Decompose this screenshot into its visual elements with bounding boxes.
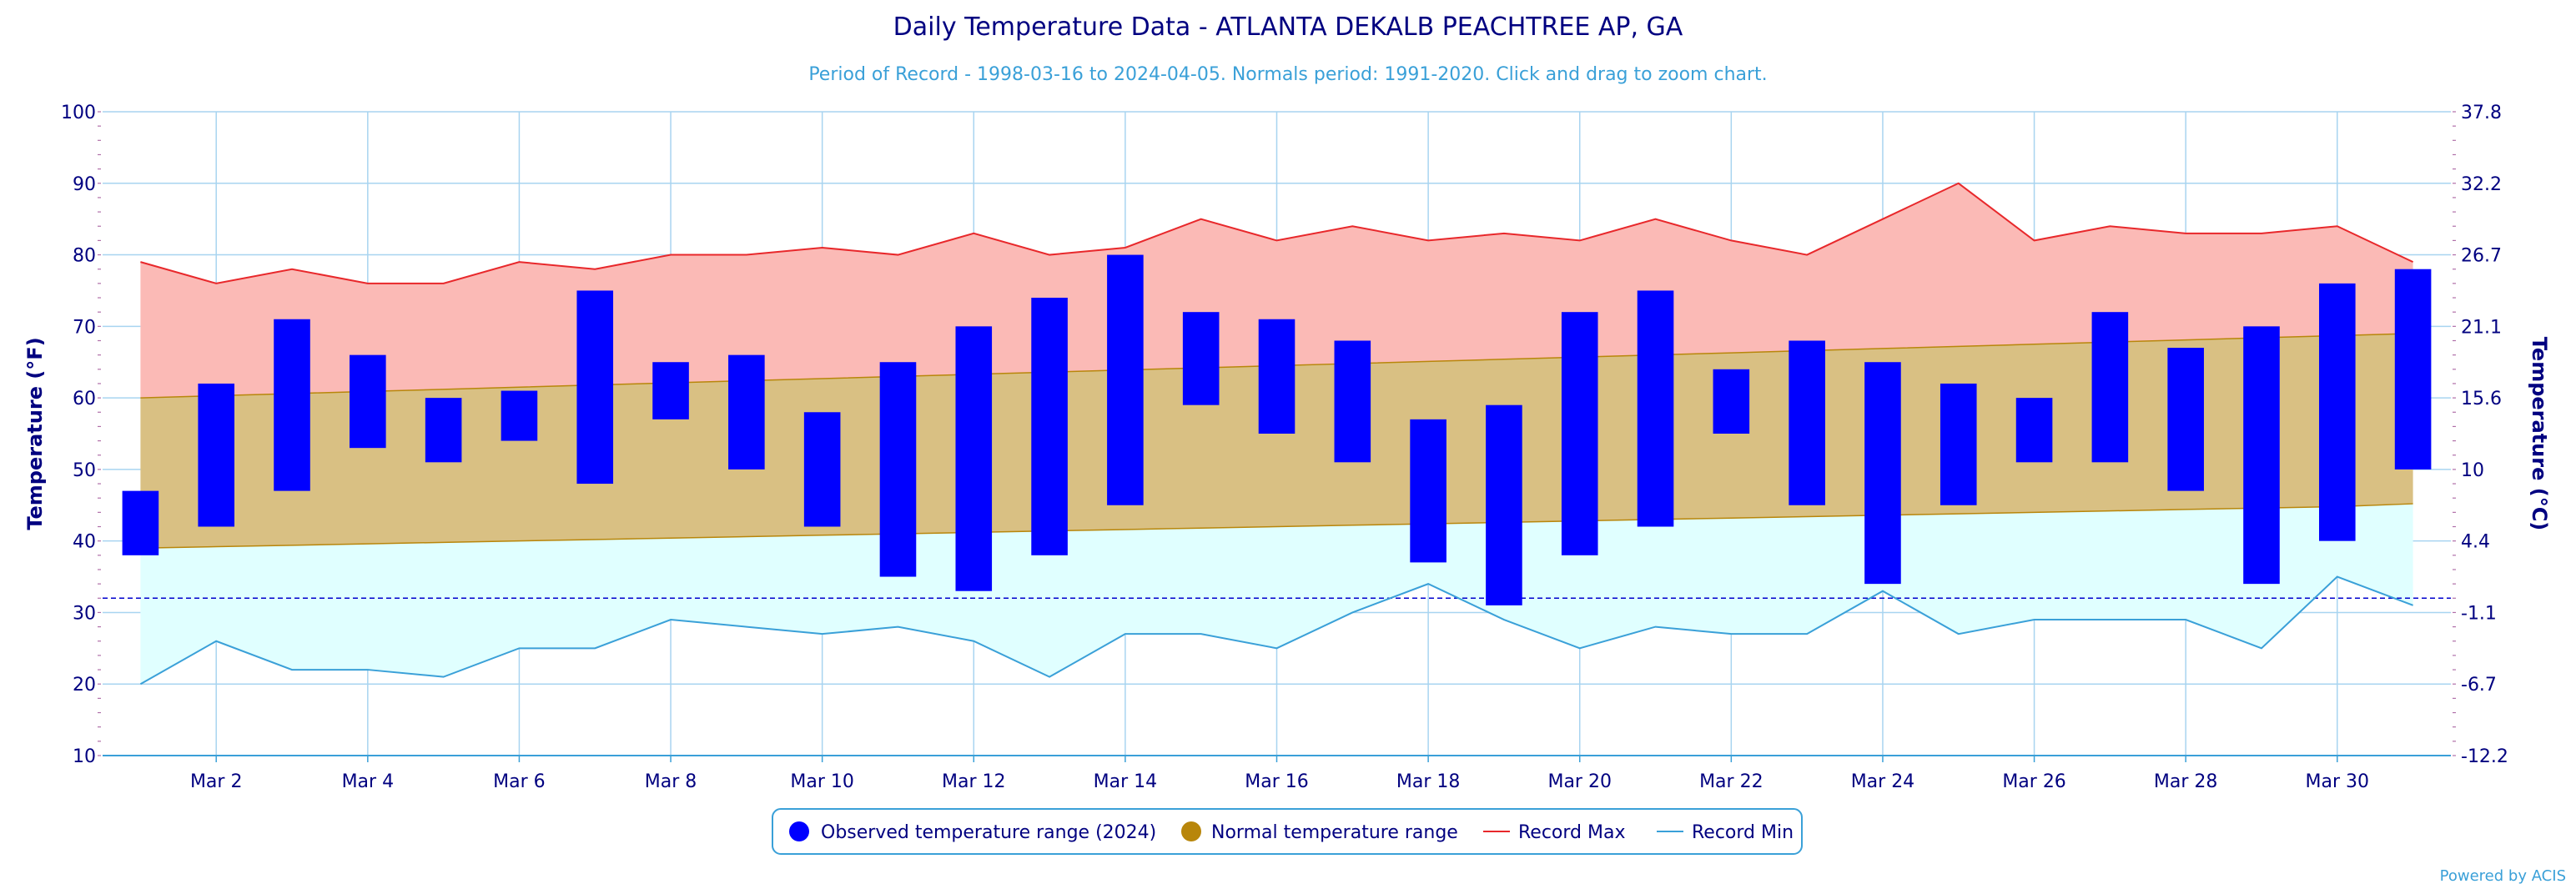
legend-label-record-max: Record Max [1518, 822, 1626, 843]
legend-box [772, 808, 1803, 855]
observed-bar[interactable] [1486, 404, 1522, 605]
y-tick-label-right: 32.2 [2461, 174, 2502, 195]
x-tick-label: Mar 8 [645, 771, 697, 792]
legend-label-normal: Normal temperature range [1211, 822, 1458, 843]
x-tick-label: Mar 14 [1094, 771, 1158, 792]
observed-bar[interactable] [1561, 312, 1598, 555]
observed-bar[interactable] [576, 290, 614, 485]
y-tick-label-left: 20 [73, 675, 96, 696]
y-tick-label-right: -12.2 [2461, 746, 2508, 767]
observed-bar[interactable] [1864, 362, 1901, 585]
x-tick-label: Mar 16 [1245, 771, 1309, 792]
observed-bar[interactable] [803, 412, 841, 527]
legend-item-record-max[interactable]: Record Max [1483, 822, 1626, 843]
y-axis-right: -12.2 -6.7 -1.1 4.4 10 15.6 21.1 26.7 32.2 37.8 [2453, 103, 2508, 767]
y-axis-title-right: Temperature (°C) [2528, 337, 2551, 531]
observed-bar[interactable] [274, 319, 310, 491]
x-tick-label: Mar 20 [1547, 771, 1612, 792]
observed-bar[interactable] [198, 383, 235, 527]
y-tick-label-right: 37.8 [2461, 103, 2502, 123]
observed-bar[interactable] [728, 354, 765, 470]
x-tick-label: Mar 26 [2002, 771, 2066, 792]
legend-item-observed[interactable]: Observed temperature range (2024) [789, 821, 1156, 843]
observed-bar[interactable] [1258, 319, 1296, 434]
x-tick-label: Mar 2 [190, 771, 243, 792]
observed-bar[interactable] [1637, 290, 1674, 527]
observed-bar[interactable] [1031, 298, 1068, 555]
observed-bar[interactable] [1940, 383, 1977, 505]
chart-subtitle: Period of Record - 1998-03-16 to 2024-04… [808, 64, 1767, 85]
y-tick-label-left: 30 [73, 603, 96, 624]
x-tick-label: Mar 28 [2154, 771, 2218, 792]
observed-bar[interactable] [1713, 369, 1750, 434]
observed-bar[interactable] [2091, 312, 2129, 463]
observed-bar[interactable] [955, 326, 993, 591]
y-tick-label-left: 60 [73, 389, 96, 409]
observed-bar[interactable] [2394, 269, 2432, 470]
x-tick-label: Mar 4 [342, 771, 395, 792]
observed-bar[interactable] [652, 362, 689, 419]
y-axis-left: 10 20 30 40 50 60 70 80 90 100 [61, 103, 101, 767]
observed-bar[interactable] [122, 490, 159, 555]
plot-area[interactable] [103, 111, 2451, 756]
y-axis-title-left: Temperature (°F) [23, 337, 47, 530]
observed-bar[interactable] [1410, 419, 1446, 563]
observed-bar[interactable] [2167, 348, 2204, 491]
y-tick-label-right: 4.4 [2461, 532, 2490, 553]
observed-bar[interactable] [2318, 283, 2356, 541]
y-tick-label-right: 21.1 [2461, 317, 2502, 338]
credit-link[interactable]: Powered by ACIS [2440, 867, 2566, 885]
x-axis: Mar 2 Mar 4 Mar 6 Mar 8 Mar 10 Mar 12 Mar 14 Ma… [103, 755, 2451, 792]
y-tick-label-left: 80 [73, 246, 96, 267]
y-tick-label-left: 100 [61, 103, 96, 123]
legend[interactable]: Observed temperature range (2024) Normal… [772, 808, 1803, 855]
observed-bar[interactable] [1789, 340, 1825, 505]
y-tick-label-left: 70 [73, 317, 96, 338]
observed-bar[interactable] [501, 390, 538, 441]
observed-bar[interactable] [1107, 254, 1144, 505]
legend-label-observed: Observed temperature range (2024) [821, 822, 1156, 843]
y-tick-label-right: 15.6 [2461, 389, 2502, 409]
y-tick-label-right: -1.1 [2461, 603, 2497, 624]
y-tick-label-left: 10 [73, 746, 96, 767]
y-tick-label-right: 10 [2461, 460, 2484, 481]
normal-min-line [140, 503, 2413, 549]
legend-dot-observed [789, 821, 809, 841]
x-tick-label: Mar 30 [2306, 771, 2370, 792]
observed-bar[interactable] [425, 398, 462, 463]
y-tick-label-right: 26.7 [2461, 246, 2502, 267]
y-tick-label-right: -6.7 [2461, 675, 2497, 696]
normal-range-band [140, 333, 2413, 549]
legend-dot-normal [1181, 821, 1201, 841]
record-min-band [140, 504, 2413, 685]
observed-bar[interactable] [1334, 340, 1371, 463]
x-tick-label: Mar 22 [1699, 771, 1763, 792]
legend-item-record-min[interactable]: Record Min [1657, 822, 1794, 843]
x-tick-label: Mar 24 [1851, 771, 1915, 792]
y-tick-label-left: 50 [73, 460, 96, 481]
observed-bar[interactable] [879, 362, 917, 577]
legend-label-record-min: Record Min [1692, 822, 1794, 843]
record-max-band [140, 183, 2413, 399]
observed-bar[interactable] [2243, 326, 2280, 585]
record-min-line [139, 575, 2413, 686]
y-tick-label-left: 90 [73, 174, 96, 195]
legend-item-normal[interactable]: Normal temperature range [1181, 821, 1458, 843]
chart-title: Daily Temperature Data - ATLANTA DEKALB … [893, 13, 1683, 42]
x-tick-label: Mar 10 [790, 771, 854, 792]
observed-bar[interactable] [350, 354, 386, 449]
record-max-line [140, 182, 2414, 284]
x-tick-label: Mar 6 [493, 771, 546, 792]
observed-bar[interactable] [2015, 398, 2053, 463]
y-tick-label-left: 40 [73, 532, 96, 553]
observed-bar[interactable] [1182, 312, 1220, 405]
x-tick-label: Mar 12 [942, 771, 1006, 792]
x-tick-label: Mar 18 [1396, 771, 1461, 792]
